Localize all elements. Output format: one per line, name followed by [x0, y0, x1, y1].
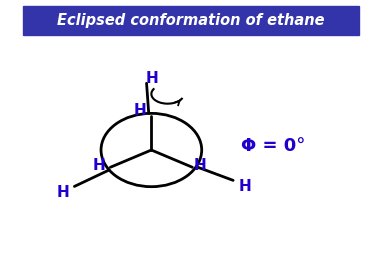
Text: H: H	[93, 158, 105, 172]
Text: Eclipsed conformation of ethane: Eclipsed conformation of ethane	[57, 13, 325, 28]
Text: H: H	[193, 158, 206, 172]
Text: H: H	[134, 103, 146, 118]
Text: Φ = 0°: Φ = 0°	[241, 137, 305, 155]
Text: H: H	[146, 71, 159, 87]
Text: H: H	[239, 179, 251, 194]
Text: H: H	[57, 185, 70, 200]
